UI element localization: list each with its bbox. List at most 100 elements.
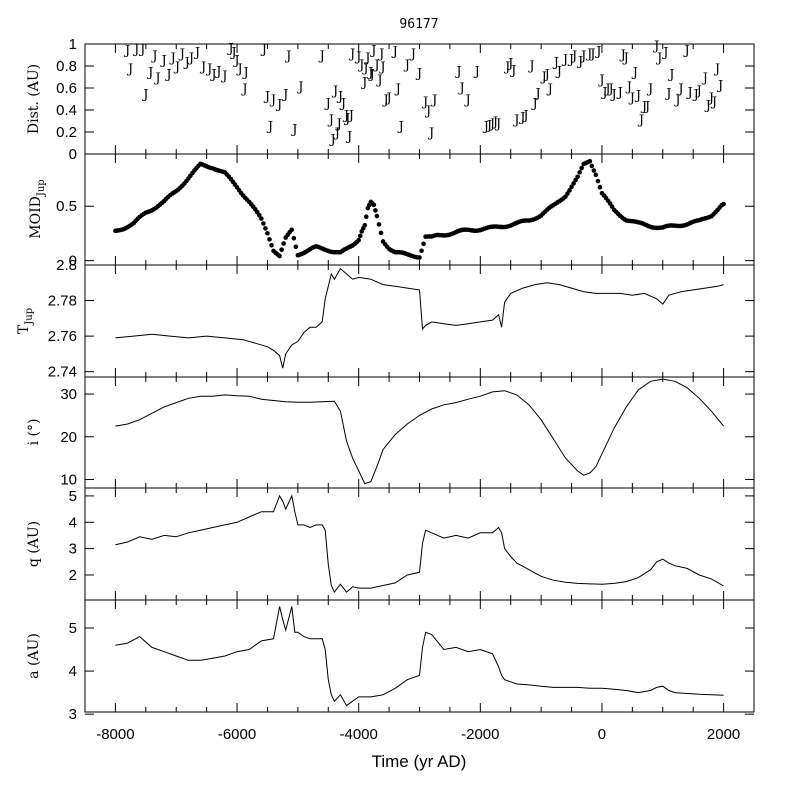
distance-point: J bbox=[546, 82, 553, 97]
distance-point: J bbox=[424, 104, 431, 119]
panel-distance: Dist. (AU) 00.20.40.60.81 JJJ JJJJJJJJJJJ… bbox=[26, 36, 755, 163]
distance-point: J bbox=[205, 62, 212, 77]
ylabel-inclination: i (°) bbox=[26, 419, 42, 446]
moid-point bbox=[269, 242, 274, 248]
distance-point: J bbox=[530, 96, 537, 111]
distance-point: J bbox=[430, 93, 437, 108]
tjup-ytick-label: 2.76 bbox=[48, 328, 77, 345]
moid-point bbox=[571, 181, 576, 186]
distance-point: J bbox=[482, 119, 489, 134]
distance-point: J bbox=[394, 82, 401, 97]
panel-moid-frame bbox=[84, 153, 755, 266]
moid-point bbox=[593, 172, 599, 178]
distance-point: J bbox=[242, 66, 249, 81]
distance-point: J bbox=[384, 91, 391, 106]
distance-point: J bbox=[220, 69, 227, 84]
perihelion-series-line bbox=[115, 494, 724, 594]
panel-tjup-frame bbox=[84, 264, 755, 378]
ylabel-distance: Dist. (AU) bbox=[26, 64, 42, 134]
dist-ytick-label: 0.6 bbox=[56, 80, 77, 97]
moid-point bbox=[356, 237, 361, 243]
distance-point: J bbox=[329, 133, 336, 148]
distance-point: J bbox=[199, 60, 206, 75]
tjup-ytick-label: 2.78 bbox=[48, 293, 77, 310]
distance-point: J bbox=[625, 80, 632, 95]
ylabel-moid-sub: Jup bbox=[36, 179, 47, 197]
distance-point: J bbox=[512, 113, 519, 128]
moid-point bbox=[291, 235, 297, 241]
inclination-yticks: 10 20 30 bbox=[60, 377, 754, 488]
semimajor-yticks: 3 4 5 bbox=[69, 600, 754, 723]
moid-point bbox=[373, 208, 378, 213]
distance-point: J bbox=[232, 53, 239, 68]
moid-point bbox=[419, 248, 424, 254]
distance-point: J bbox=[324, 96, 331, 111]
distance-point: J bbox=[318, 49, 325, 64]
distance-point: J bbox=[652, 39, 659, 54]
moid-point bbox=[363, 214, 369, 220]
moid-point bbox=[293, 244, 299, 250]
distance-point: J bbox=[597, 73, 604, 88]
distance-point: J bbox=[692, 88, 699, 103]
dist-ytick-label: 0.8 bbox=[56, 58, 77, 75]
distance-point: J bbox=[366, 66, 373, 81]
x-axis-ticks: -8000 -6000 -4000 -2000 0 2000 bbox=[96, 726, 740, 743]
distance-point: J bbox=[296, 80, 303, 95]
dist-ytick-label: 0.4 bbox=[56, 102, 77, 119]
tjup-ytick-label: 2.74 bbox=[48, 364, 77, 381]
distance-point: J bbox=[240, 82, 247, 97]
moid-ytick-label: 0.5 bbox=[56, 198, 77, 215]
x-tick-label: -4000 bbox=[339, 726, 377, 743]
x-tick-label: -2000 bbox=[461, 726, 499, 743]
distance-point: J bbox=[661, 46, 668, 61]
distance-point: J bbox=[676, 82, 683, 97]
moid-point bbox=[376, 222, 382, 227]
distance-point: J bbox=[606, 82, 613, 97]
distance-point: J bbox=[533, 86, 540, 101]
distance-point: J bbox=[415, 67, 422, 82]
ylabel-moid: MOIDJup bbox=[28, 179, 47, 238]
distance-point: J bbox=[343, 112, 350, 127]
distance-point: J bbox=[367, 68, 374, 83]
distance-point: J bbox=[464, 93, 471, 108]
ylabel-moid-main: MOID bbox=[28, 196, 44, 239]
distance-point: J bbox=[260, 42, 267, 57]
panel-perihelion: q (AU) 2 3 4 5 bbox=[26, 487, 755, 601]
a-ytick-label: 5 bbox=[69, 620, 77, 637]
distance-point: J bbox=[701, 71, 708, 86]
distance-point: J bbox=[716, 79, 723, 94]
distance-point: J bbox=[164, 68, 171, 83]
distance-point: J bbox=[138, 42, 145, 57]
x-tick-label: -6000 bbox=[218, 726, 256, 743]
distance-point: J bbox=[603, 82, 610, 97]
distance-point: J bbox=[695, 84, 702, 99]
distance-point: J bbox=[643, 100, 650, 115]
moid-point bbox=[579, 165, 584, 171]
distance-point: J bbox=[281, 88, 288, 103]
distance-point: J bbox=[193, 46, 200, 61]
distance-point: J bbox=[473, 64, 480, 79]
distance-point: J bbox=[576, 55, 583, 70]
distance-point: J bbox=[567, 52, 574, 67]
distance-point: J bbox=[290, 123, 297, 138]
ylabel-perihelion: q (AU) bbox=[26, 521, 42, 567]
moid-point bbox=[378, 230, 384, 236]
distance-point: J bbox=[327, 113, 334, 128]
ylabel-tjup: TJup bbox=[16, 308, 35, 334]
distance-point: J bbox=[372, 58, 379, 73]
distance-point: J bbox=[126, 62, 133, 77]
distance-point: J bbox=[183, 56, 190, 71]
distance-point: J bbox=[454, 64, 461, 79]
distance-point: J bbox=[521, 108, 528, 123]
distance-point: J bbox=[628, 91, 635, 106]
panel-inclination-frame bbox=[84, 376, 755, 489]
distance-point: J bbox=[707, 91, 714, 106]
distance-point: J bbox=[637, 113, 644, 128]
distance-point: J bbox=[345, 129, 352, 144]
distance-point: J bbox=[409, 47, 416, 62]
distance-point: J bbox=[348, 47, 355, 62]
x-tick-label: -8000 bbox=[96, 726, 134, 743]
distance-point: J bbox=[527, 59, 534, 74]
distance-point: J bbox=[664, 86, 671, 101]
